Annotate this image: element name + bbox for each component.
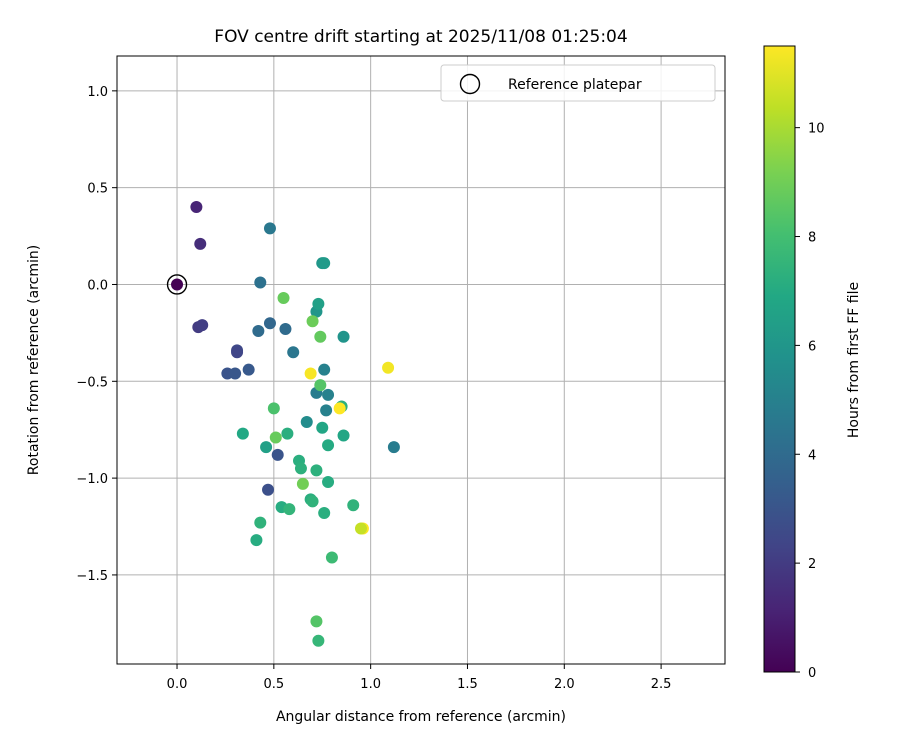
x-tick-label: 0.5 bbox=[263, 677, 284, 692]
grid-lines bbox=[117, 56, 725, 664]
data-point bbox=[312, 297, 325, 310]
reference-marker bbox=[166, 274, 188, 295]
data-point bbox=[254, 276, 267, 289]
data-point bbox=[263, 317, 276, 330]
x-axis-label: Angular distance from reference (arcmin) bbox=[276, 709, 566, 725]
data-point bbox=[281, 427, 294, 440]
colorbar: 0 2 4 6 8 10 Hours from first FF file bbox=[763, 45, 862, 681]
data-point bbox=[300, 415, 313, 428]
colorbar-tick-label: 2 bbox=[808, 557, 816, 572]
data-point bbox=[267, 402, 280, 415]
colorbar-tick-label: 4 bbox=[808, 448, 816, 463]
data-point bbox=[171, 278, 184, 291]
y-tick-label: −1.5 bbox=[76, 569, 108, 584]
colorbar-gradient bbox=[764, 46, 795, 672]
data-point bbox=[354, 522, 367, 535]
data-point bbox=[236, 427, 249, 440]
colorbar-frame bbox=[763, 45, 796, 673]
x-tick-label: 1.5 bbox=[457, 677, 478, 692]
data-point bbox=[287, 346, 300, 359]
colorbar-label: Hours from first FF file bbox=[846, 282, 862, 438]
data-point bbox=[262, 483, 275, 496]
data-point bbox=[316, 421, 329, 434]
data-point bbox=[312, 634, 325, 647]
data-point bbox=[337, 429, 350, 442]
plot-frame bbox=[116, 55, 726, 665]
data-point bbox=[320, 404, 333, 417]
colorbar-tick-label: 10 bbox=[808, 122, 825, 137]
data-point bbox=[310, 615, 323, 628]
y-tick-label: −1.0 bbox=[76, 472, 108, 487]
y-tick-label: 1.0 bbox=[87, 85, 108, 100]
x-tick-label: 2.5 bbox=[651, 677, 672, 692]
data-point bbox=[294, 462, 307, 475]
data-point bbox=[196, 319, 209, 332]
data-point bbox=[382, 361, 395, 374]
data-point bbox=[190, 201, 203, 214]
colorbar-tick-label: 8 bbox=[808, 231, 816, 246]
y-tick-label: 0.5 bbox=[87, 182, 108, 197]
data-point bbox=[254, 516, 267, 529]
data-point bbox=[318, 363, 331, 376]
data-point bbox=[283, 503, 296, 516]
data-point bbox=[322, 388, 335, 401]
data-point bbox=[279, 323, 292, 336]
x-tick-label: 1.0 bbox=[360, 677, 381, 692]
colorbar-tick-label: 0 bbox=[808, 666, 816, 681]
data-point bbox=[318, 257, 331, 270]
x-tick-label: 2.0 bbox=[554, 677, 575, 692]
data-point bbox=[271, 448, 284, 461]
data-point bbox=[314, 379, 327, 392]
y-tick-label: −0.5 bbox=[76, 375, 108, 390]
data-point bbox=[333, 402, 346, 415]
legend: Reference platepar bbox=[440, 64, 716, 102]
data-point bbox=[310, 464, 323, 477]
data-point bbox=[322, 439, 335, 452]
y-tick-label: 0.0 bbox=[87, 278, 108, 293]
data-point bbox=[296, 477, 309, 490]
data-point bbox=[325, 551, 338, 564]
legend-marker-circle-icon bbox=[459, 73, 481, 95]
chart-title: FOV centre drift starting at 2025/11/08 … bbox=[214, 27, 627, 47]
data-point bbox=[337, 330, 350, 343]
data-point bbox=[318, 506, 331, 519]
data-point bbox=[347, 499, 360, 512]
data-point bbox=[260, 441, 273, 454]
data-point bbox=[304, 367, 317, 380]
data-point bbox=[252, 324, 265, 337]
data-point bbox=[306, 495, 319, 508]
reference-platepar-circle-icon bbox=[166, 274, 188, 295]
y-axis-label: Rotation from reference (arcmin) bbox=[26, 245, 42, 475]
data-point bbox=[242, 363, 255, 376]
data-point bbox=[314, 330, 327, 343]
data-point bbox=[306, 315, 319, 328]
x-axis-ticks: 0.0 0.5 1.0 1.5 2.0 2.5 bbox=[167, 664, 672, 692]
data-points bbox=[171, 201, 400, 647]
data-point bbox=[250, 534, 263, 547]
colorbar-tick-label: 6 bbox=[808, 339, 816, 354]
y-axis-ticks: 1.0 0.5 0.0 −0.5 −1.0 −1.5 bbox=[76, 85, 117, 584]
data-point bbox=[194, 237, 207, 250]
data-point bbox=[229, 367, 242, 380]
legend-label: Reference platepar bbox=[508, 77, 642, 93]
data-point bbox=[231, 346, 244, 359]
data-point bbox=[277, 292, 290, 305]
data-point bbox=[263, 222, 276, 235]
data-point bbox=[387, 441, 400, 454]
data-point bbox=[269, 431, 282, 444]
data-point bbox=[322, 475, 335, 488]
x-tick-label: 0.0 bbox=[167, 677, 188, 692]
colorbar-ticks: 0 2 4 6 8 10 bbox=[795, 122, 825, 681]
legend-box bbox=[440, 64, 716, 102]
